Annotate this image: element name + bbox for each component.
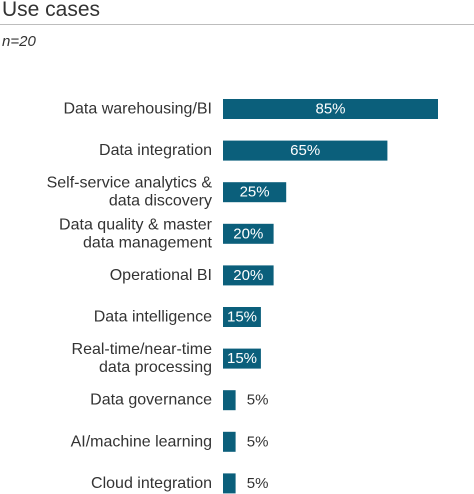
bar-value-label: 85%	[315, 101, 345, 118]
category-label-line: Real-time/near-time	[72, 341, 213, 358]
bar	[223, 307, 261, 327]
chart-subtitle: n=20	[2, 33, 36, 50]
bar-value-label: 5%	[247, 433, 269, 450]
category-label: Data governance	[90, 392, 212, 409]
bar-value-label: 25%	[240, 184, 270, 201]
category-label: Data intelligence	[94, 309, 212, 326]
category-label-line: Data governance	[90, 392, 212, 409]
category-label-line: Cloud integration	[91, 475, 212, 492]
bar-value-label: 5%	[247, 392, 269, 409]
category-label: Data integration	[99, 142, 212, 159]
category-label-line: AI/machine learning	[71, 433, 212, 450]
category-label-line: Data warehousing/BI	[63, 101, 212, 118]
title-divider	[0, 24, 474, 25]
category-label: Cloud integration	[91, 475, 212, 492]
category-label-line: Data intelligence	[94, 309, 212, 326]
chart-title: Use cases	[2, 0, 101, 21]
bar	[223, 390, 236, 411]
bar	[223, 431, 236, 452]
bar	[223, 223, 274, 244]
bar	[223, 182, 287, 203]
category-label: Real-time/near-time data processing	[72, 341, 213, 376]
bar	[223, 99, 438, 119]
category-label-line: data processing	[99, 359, 212, 376]
category-label-line: Data quality & master	[59, 216, 213, 233]
bar-value-label: 15%	[227, 309, 257, 326]
category-label-line: data discovery	[109, 193, 212, 210]
bar	[223, 140, 388, 161]
category-label-line: Data integration	[99, 142, 212, 159]
bar	[223, 265, 274, 286]
category-label-line: data management	[83, 234, 213, 251]
category-label-line: Operational BI	[110, 267, 212, 284]
bar	[223, 348, 261, 369]
category-label: Data warehousing/BI	[63, 101, 212, 118]
category-label: Operational BI	[110, 267, 212, 284]
bar	[223, 473, 236, 494]
category-label: AI/machine learning	[71, 433, 212, 450]
bar-value-label: 5%	[247, 475, 269, 492]
category-label-line: Self-service analytics &	[47, 175, 213, 192]
bar-value-label: 20%	[233, 225, 263, 242]
category-label: Self-service analytics & data discovery	[47, 175, 213, 210]
bar-value-label: 20%	[233, 267, 263, 284]
bar-value-label: 65%	[290, 142, 320, 159]
category-label: Data quality & master data management	[59, 216, 213, 251]
bar-value-label: 15%	[227, 350, 257, 367]
